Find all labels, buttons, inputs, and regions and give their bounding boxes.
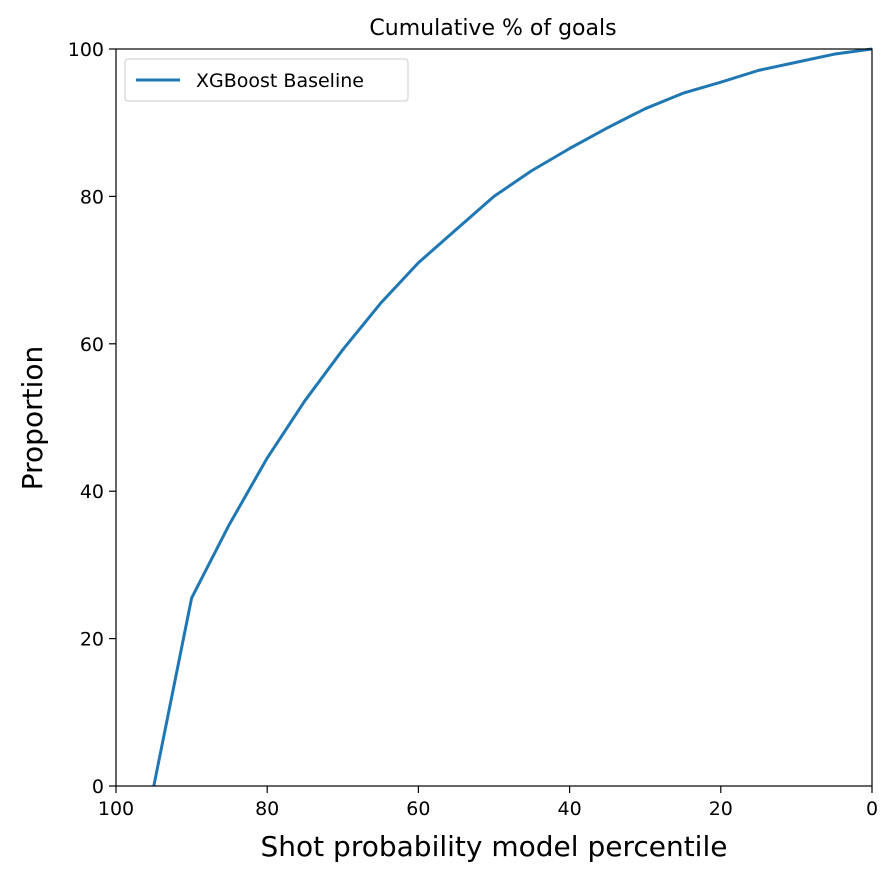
y-tick-label: 40 xyxy=(80,481,104,503)
legend: XGBoost Baseline xyxy=(124,58,409,102)
y-tick-label: 60 xyxy=(80,334,104,356)
y-tick-label: 100 xyxy=(68,39,104,61)
y-tick-label: 0 xyxy=(92,776,104,798)
y-axis-ticks: 0 20 40 60 80 100 xyxy=(68,39,116,798)
legend-box xyxy=(124,58,409,102)
chart-title: Cumulative % of goals xyxy=(369,16,616,41)
x-axis-label: Shot probability model percentile xyxy=(261,830,728,863)
x-tick-label: 60 xyxy=(406,798,430,820)
y-axis-label: Proportion xyxy=(16,346,49,490)
plot-area-frame xyxy=(115,48,873,787)
series-line xyxy=(152,47,873,787)
x-tick-label: 100 xyxy=(98,798,134,820)
x-tick-label: 20 xyxy=(709,798,733,820)
x-tick-label: 80 xyxy=(255,798,279,820)
legend-label: XGBoost Baseline xyxy=(196,70,364,92)
x-tick-label: 0 xyxy=(866,798,878,820)
y-tick-label: 80 xyxy=(80,186,104,208)
series-layer xyxy=(152,47,873,787)
x-axis-ticks: 100 80 60 40 20 0 xyxy=(98,786,878,820)
y-tick-label: 20 xyxy=(80,629,104,651)
x-tick-label: 40 xyxy=(558,798,582,820)
